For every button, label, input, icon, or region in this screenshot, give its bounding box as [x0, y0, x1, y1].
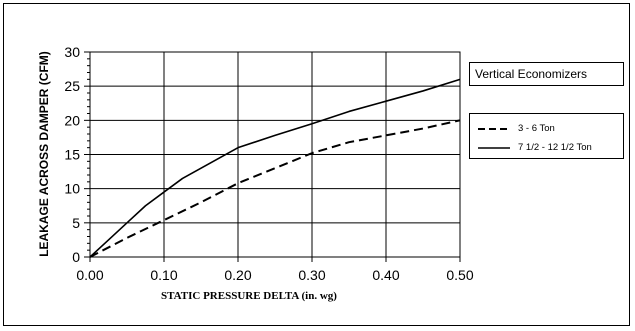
- y-tick-label: 25: [64, 78, 80, 94]
- y-tick-label: 0: [72, 249, 80, 265]
- x-tick-labels: 0.00 0.10 0.20 0.30 0.40 0.50: [76, 267, 473, 283]
- x-tick-label: 0.20: [224, 267, 251, 283]
- y-tick-label: 10: [64, 181, 80, 197]
- y-tick-labels: 0 5 10 15 20 25 30: [64, 44, 80, 265]
- legend-solid-line-icon: [478, 147, 510, 149]
- x-axis-label: STATIC PRESSURE DELTA (in. wg): [161, 290, 337, 302]
- legend: 3 - 6 Ton 7 1/2 - 12 1/2 Ton: [469, 113, 624, 159]
- x-tick-label: 0.10: [150, 267, 177, 283]
- legend-item-series-1: 3 - 6 Ton: [476, 122, 624, 136]
- x-tick-label: 0.00: [76, 267, 103, 283]
- x-tick-label: 0.40: [372, 267, 399, 283]
- chart-frame: [3, 3, 630, 326]
- y-tick-label: 30: [64, 44, 80, 60]
- x-tick-label: 0.30: [298, 267, 325, 283]
- y-axis-label: LEAKAGE ACROSS DAMPER (CFM): [37, 51, 51, 257]
- chart-title: Vertical Economizers: [469, 62, 624, 86]
- gridlines: [90, 52, 460, 257]
- axis-ticks: [84, 51, 461, 262]
- legend-item-series-2: 7 1/2 - 12 1/2 Ton: [476, 141, 624, 155]
- series-line-2: [89, 78, 461, 258]
- series-lines: [89, 78, 461, 258]
- y-tick-label: 20: [64, 112, 80, 128]
- y-tick-label: 5: [72, 215, 80, 231]
- y-tick-label: 15: [64, 147, 80, 163]
- legend-label-series-1: 3 - 6 Ton: [518, 123, 555, 134]
- legend-label-series-2: 7 1/2 - 12 1/2 Ton: [518, 142, 592, 153]
- legend-dashed-line-icon: [478, 128, 510, 130]
- x-tick-label: 0.50: [446, 267, 473, 283]
